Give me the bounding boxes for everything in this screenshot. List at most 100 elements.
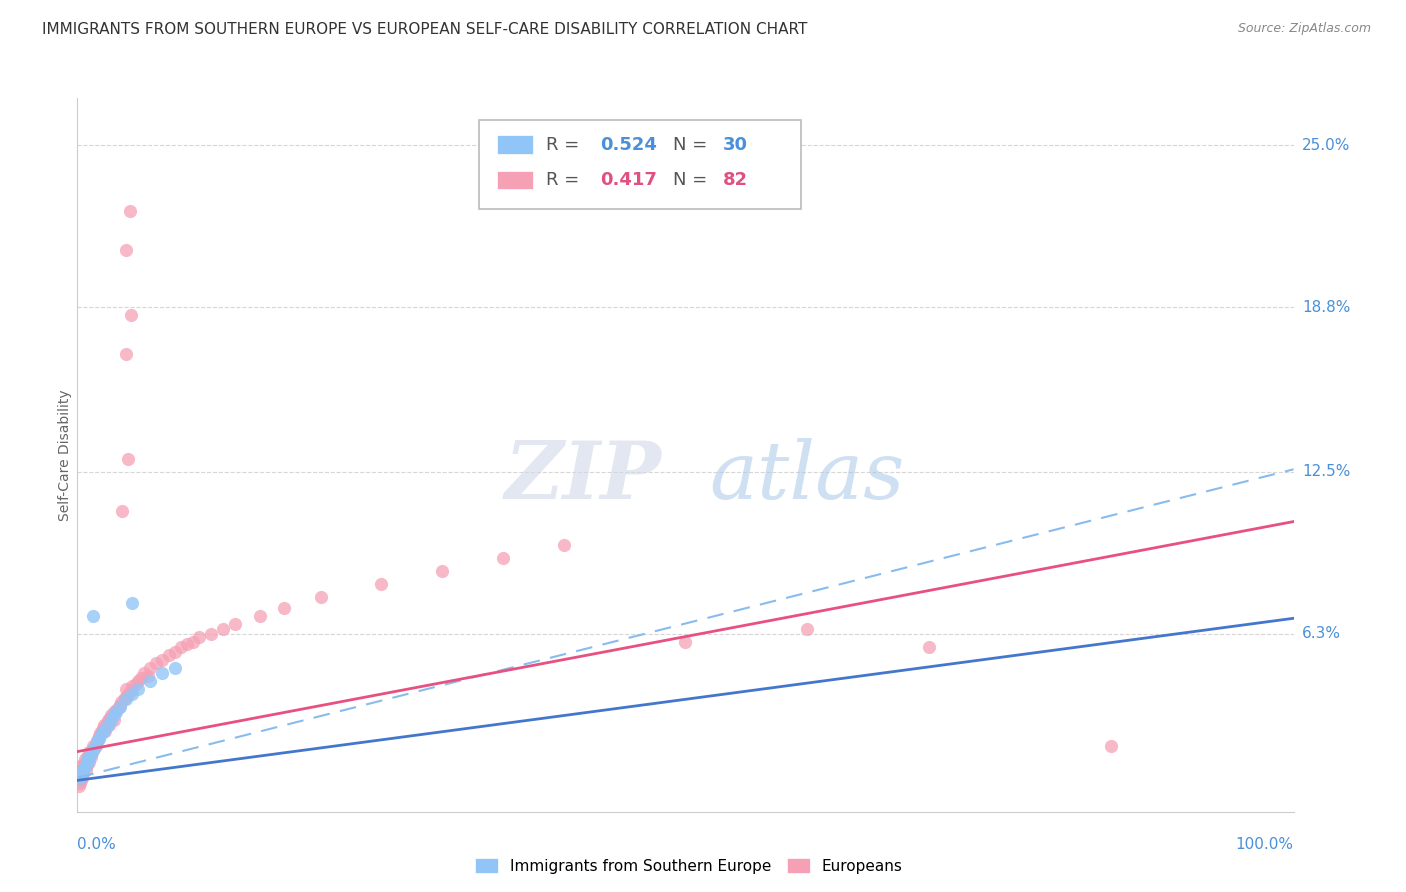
Point [127, 681, 149, 696]
Point [84, 737, 107, 751]
Point [90, 726, 112, 740]
Point [170, 640, 193, 654]
Point [75, 757, 97, 772]
Point [111, 504, 134, 518]
Point [136, 669, 159, 683]
Point [70, 773, 93, 788]
Point [93, 718, 115, 732]
Point [79, 749, 101, 764]
Bar [496, 136, 533, 153]
Point [70, 765, 93, 780]
Text: IMMIGRANTS FROM SOUTHERN EUROPE VS EUROPEAN SELF-CARE DISABILITY CORRELATION CHA: IMMIGRANTS FROM SOUTHERN EUROPE VS EUROP… [42, 22, 807, 37]
Text: R =: R = [546, 171, 585, 189]
Point [115, 692, 138, 706]
Point [145, 656, 167, 670]
Point [73, 760, 96, 774]
Point [224, 616, 246, 631]
Point [82, 608, 104, 623]
Point [212, 622, 235, 636]
Point [70, 763, 93, 777]
Point [79, 755, 101, 769]
Point [100, 713, 122, 727]
Point [115, 243, 138, 257]
Point [75, 755, 97, 769]
Point [77, 755, 100, 769]
Point [89, 731, 111, 746]
Point [69, 776, 91, 790]
Bar [496, 171, 533, 189]
Point [134, 666, 156, 681]
Point [430, 564, 453, 578]
Point [76, 757, 98, 772]
Point [121, 679, 143, 693]
Point [67, 779, 90, 793]
Point [82, 742, 104, 756]
Point [100, 708, 122, 723]
Point [115, 690, 138, 704]
Point [105, 706, 128, 720]
Point [80, 747, 103, 762]
Point [115, 681, 138, 696]
Point [73, 760, 96, 774]
Point [105, 703, 128, 717]
Point [103, 708, 125, 723]
Point [188, 630, 211, 644]
Point [118, 203, 141, 218]
Point [108, 700, 131, 714]
Point [70, 768, 93, 782]
Text: 100.0%: 100.0% [1236, 837, 1294, 852]
Point [492, 551, 515, 566]
Point [73, 752, 96, 766]
Point [93, 723, 115, 738]
Point [90, 723, 112, 738]
Point [83, 742, 105, 756]
Point [125, 676, 148, 690]
Point [97, 718, 120, 732]
Point [103, 706, 125, 720]
Text: 18.8%: 18.8% [1302, 300, 1350, 315]
Text: 30: 30 [723, 136, 748, 153]
Y-axis label: Self-Care Disability: Self-Care Disability [58, 389, 72, 521]
Point [127, 673, 149, 688]
Point [157, 648, 180, 662]
Point [163, 645, 186, 659]
Text: 25.0%: 25.0% [1302, 137, 1350, 153]
Point [139, 661, 162, 675]
Point [96, 715, 118, 730]
Text: R =: R = [546, 136, 585, 153]
Text: Source: ZipAtlas.com: Source: ZipAtlas.com [1237, 22, 1371, 36]
Text: 12.5%: 12.5% [1302, 465, 1350, 479]
Point [97, 713, 120, 727]
Text: atlas: atlas [710, 438, 905, 515]
Point [77, 752, 100, 766]
Point [97, 718, 120, 732]
Point [152, 653, 174, 667]
Point [309, 591, 332, 605]
Point [108, 698, 131, 712]
Text: 82: 82 [723, 171, 748, 189]
Point [70, 760, 93, 774]
Point [67, 771, 90, 785]
Point [121, 687, 143, 701]
Point [139, 673, 162, 688]
Point [115, 347, 138, 361]
Point [110, 695, 132, 709]
Point [80, 749, 103, 764]
Point [89, 729, 111, 743]
Point [273, 600, 295, 615]
Point [120, 684, 142, 698]
Point [107, 700, 129, 714]
Legend: Immigrants from Southern Europe, Europeans: Immigrants from Southern Europe, Europea… [470, 852, 908, 880]
Point [82, 739, 104, 754]
Point [181, 635, 204, 649]
Text: ZIP: ZIP [505, 438, 661, 515]
Point [112, 692, 135, 706]
Point [84, 739, 107, 754]
Point [70, 771, 93, 785]
Point [87, 731, 110, 746]
Point [72, 757, 94, 772]
Text: 0.524: 0.524 [600, 136, 657, 153]
Point [249, 608, 271, 623]
Point [76, 749, 98, 764]
Point [69, 768, 91, 782]
